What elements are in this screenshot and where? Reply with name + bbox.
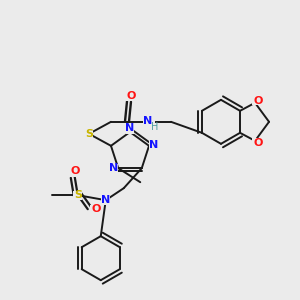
Text: N: N	[109, 163, 118, 173]
Text: O: O	[126, 91, 136, 101]
FancyBboxPatch shape	[126, 124, 134, 134]
FancyBboxPatch shape	[252, 96, 262, 105]
Text: O: O	[253, 96, 263, 106]
FancyBboxPatch shape	[101, 196, 110, 205]
Text: H: H	[151, 122, 159, 132]
FancyBboxPatch shape	[143, 117, 155, 126]
Text: O: O	[253, 138, 263, 148]
Text: N: N	[101, 195, 110, 205]
Text: S: S	[74, 190, 82, 200]
Text: S: S	[85, 129, 93, 139]
Text: N: N	[149, 140, 159, 150]
FancyBboxPatch shape	[149, 141, 157, 150]
FancyBboxPatch shape	[90, 205, 100, 214]
FancyBboxPatch shape	[85, 129, 94, 138]
Text: N: N	[125, 123, 135, 133]
Text: N: N	[143, 116, 153, 126]
FancyBboxPatch shape	[252, 138, 262, 147]
Text: O: O	[70, 166, 80, 176]
FancyBboxPatch shape	[110, 164, 118, 173]
Text: O: O	[91, 204, 101, 214]
FancyBboxPatch shape	[70, 168, 80, 177]
FancyBboxPatch shape	[73, 191, 82, 200]
FancyBboxPatch shape	[126, 92, 136, 101]
